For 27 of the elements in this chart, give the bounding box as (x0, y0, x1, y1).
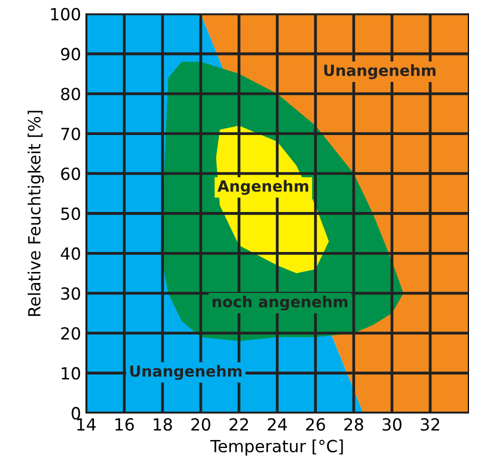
x-tick-label: 26 (306, 418, 326, 431)
y-tick-label: 90 (61, 48, 80, 60)
y-axis-title: Relative Feuchtigkeit [%] (28, 110, 44, 316)
y-tick-label: 20 (61, 327, 80, 340)
x-tick-label: 32 (420, 418, 440, 431)
x-tick-label: 14 (77, 418, 96, 430)
y-tick-label: 10 (62, 367, 80, 380)
x-tick-label: 18 (154, 418, 172, 431)
y-tick-label: 30 (61, 287, 80, 300)
y-tick-label: 60 (61, 168, 80, 180)
x-axis-title: Temperatur [°C] (210, 440, 343, 456)
y-tick-label: 40 (60, 247, 80, 260)
y-tick-label: 50 (61, 207, 80, 220)
series-label: Unangenehm (324, 64, 436, 80)
series-label: Unangenehm (130, 365, 242, 380)
x-tick-label: 16 (116, 418, 134, 431)
x-tick-label: 28 (344, 418, 364, 431)
y-tick-label: 70 (61, 128, 80, 140)
x-tick-label: 30 (382, 418, 402, 431)
series-label: noch angenehm (212, 296, 348, 311)
series-label: Angenehm (217, 180, 308, 195)
x-tick-label: 24 (268, 418, 287, 430)
y-tick-label: 80 (61, 88, 80, 100)
x-tick-label: 22 (230, 418, 248, 430)
y-tick-label: 100 (51, 8, 80, 20)
y-tick-label: 0 (72, 406, 80, 420)
x-tick-label: 20 (191, 418, 210, 431)
